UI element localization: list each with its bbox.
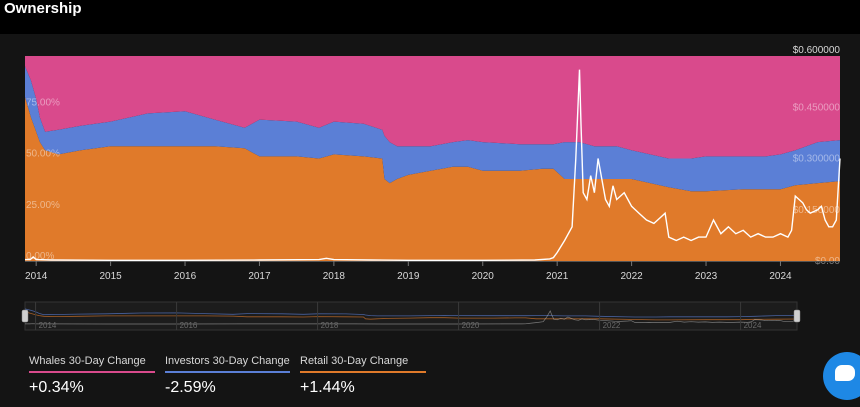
navigator-series-line bbox=[24, 311, 798, 321]
investors-stat-value: -2.59% bbox=[165, 379, 216, 396]
ownership-chart[interactable]: 0.00%25.00%50.00%75.00% $0.00$0.150000$0… bbox=[0, 0, 860, 350]
retail-stat: Retail 30-Day Change +1.44% bbox=[300, 355, 426, 397]
whales-stat-label: Whales 30-Day Change bbox=[29, 355, 155, 373]
navigator-series-line bbox=[24, 308, 798, 318]
right-axis-label: $0.450000 bbox=[793, 102, 841, 113]
area-investors bbox=[25, 66, 840, 192]
range-navigator: 2014 2016 2018 2020 2022 2024 bbox=[21, 301, 801, 331]
stacked-areas bbox=[25, 56, 840, 261]
x-tick-label: 2015 bbox=[99, 271, 122, 282]
navigator-tick-label: 2024 bbox=[744, 321, 762, 330]
x-tick-label: 2018 bbox=[323, 271, 346, 282]
navigator-tick-label: 2018 bbox=[321, 321, 339, 330]
price-line-layer bbox=[25, 69, 841, 261]
retail-stat-value: +1.44% bbox=[300, 379, 355, 396]
left-axis-label: 25.00% bbox=[26, 200, 60, 211]
x-tick-label: 2016 bbox=[174, 271, 197, 282]
x-tick-label: 2021 bbox=[546, 271, 569, 282]
stats-row: Whales 30-Day Change +0.34% Investors 30… bbox=[29, 355, 426, 397]
navigator-price-line bbox=[25, 310, 798, 325]
investors-stat: Investors 30-Day Change -2.59% bbox=[165, 355, 290, 397]
area-retail bbox=[25, 97, 840, 261]
page-title: Ownership bbox=[4, 0, 82, 17]
x-tick-label: 2024 bbox=[769, 271, 792, 282]
navigator-tick-label: 2020 bbox=[462, 321, 480, 330]
navigator-tick-label: 2022 bbox=[603, 321, 621, 330]
right-axis-label: $0.300000 bbox=[793, 154, 841, 165]
left-axis-label: 0.00% bbox=[26, 251, 54, 262]
retail-stat-label: Retail 30-Day Change bbox=[300, 355, 426, 373]
chat-bubble-icon bbox=[835, 365, 855, 381]
x-tick-label: 2022 bbox=[620, 271, 643, 282]
navigator-handle-left[interactable] bbox=[21, 309, 29, 323]
left-axis-label: 75.00% bbox=[26, 97, 60, 108]
navigator-tick-label: 2016 bbox=[180, 321, 198, 330]
investors-stat-label: Investors 30-Day Change bbox=[165, 355, 290, 373]
left-axis-label: 50.00% bbox=[26, 149, 60, 160]
x-tick-label: 2019 bbox=[397, 271, 420, 282]
x-tick-label: 2014 bbox=[25, 271, 48, 282]
x-tick-label: 2023 bbox=[695, 271, 718, 282]
x-tick-label: 2020 bbox=[472, 271, 495, 282]
right-axis-label: $0.600000 bbox=[793, 45, 841, 56]
left-axis-labels: 0.00% 25.00% 50.00% 75.00% bbox=[26, 97, 60, 262]
navigator-tick-label: 2014 bbox=[39, 321, 57, 330]
whales-stat-value: +0.34% bbox=[29, 379, 84, 396]
right-axis-label: $0.150000 bbox=[793, 205, 841, 216]
whales-stat: Whales 30-Day Change +0.34% bbox=[29, 355, 155, 397]
navigator-handle-right[interactable] bbox=[793, 309, 801, 323]
chat-button[interactable] bbox=[823, 352, 860, 400]
price-line bbox=[25, 69, 841, 261]
x-axis: 2014 2015 2016 2017 2018 2019 2020 2021 2022 2023… bbox=[25, 261, 840, 282]
x-tick-label: 2017 bbox=[248, 271, 271, 282]
area-whales bbox=[25, 56, 840, 159]
